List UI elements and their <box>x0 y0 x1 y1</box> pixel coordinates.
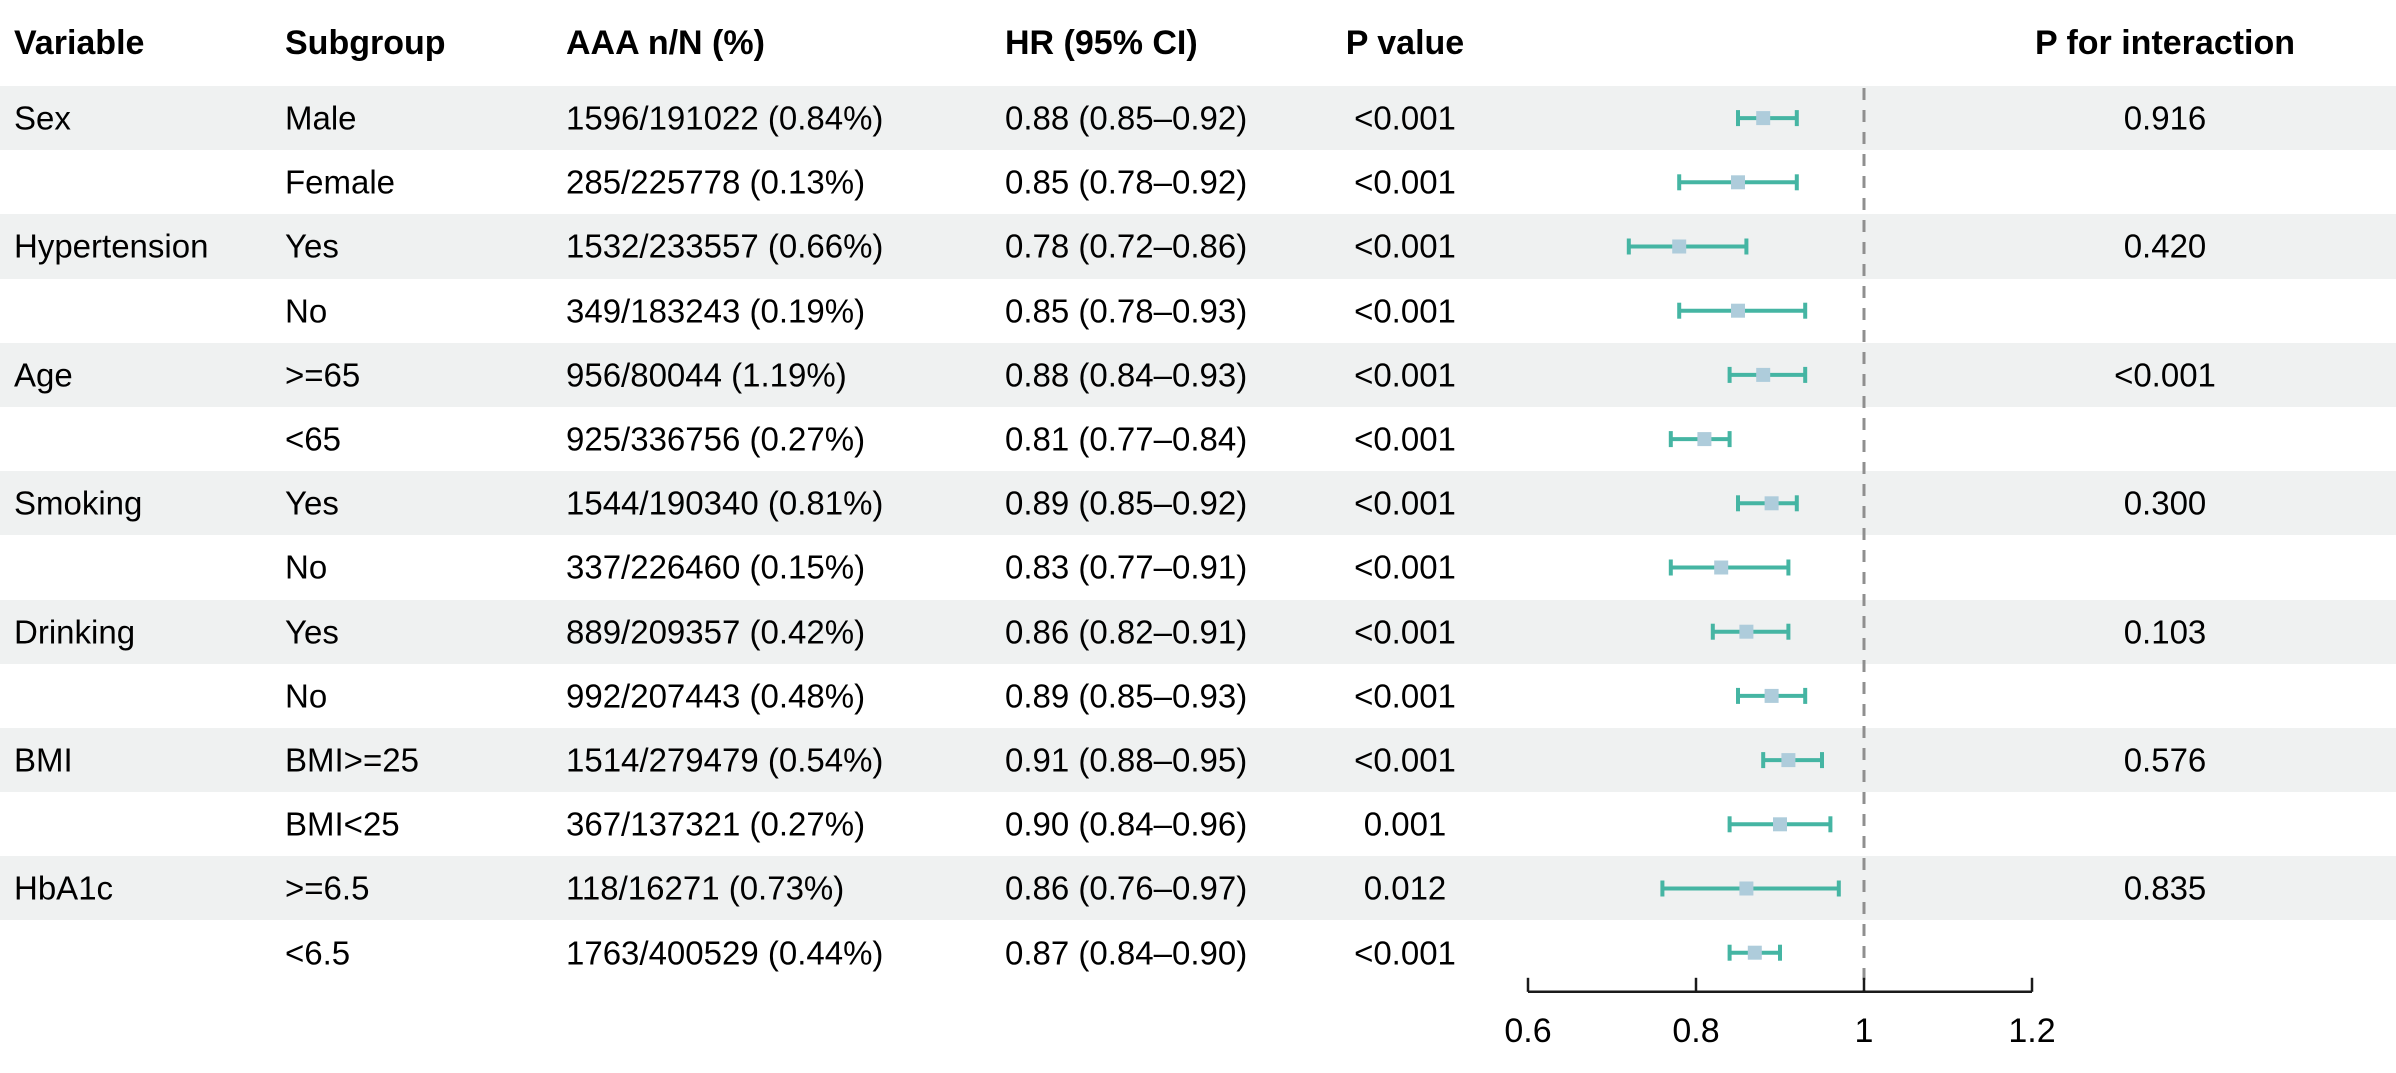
cell-aaa-n-n: 337/226460 (0.15%) <box>566 548 866 586</box>
table-row: No 992/207443 (0.48%) 0.89 (0.85–0.93) <0.0… <box>0 664 2396 728</box>
cell-p-value: <0.001 <box>1354 741 1456 779</box>
cell-aaa-n-n: 1514/279479 (0.54%) <box>566 741 884 779</box>
cell-p-value: <0.001 <box>1354 292 1456 330</box>
cell-hr-ci: 0.88 (0.84–0.93) <box>1005 356 1248 394</box>
cell-hr-ci: 0.83 (0.77–0.91) <box>1005 548 1248 586</box>
cell-p-value: <0.001 <box>1354 420 1456 458</box>
cell-aaa-n-n: 1596/191022 (0.84%) <box>566 99 884 137</box>
cell-aaa-n-n: 1763/400529 (0.44%) <box>566 934 884 972</box>
cell-aaa-n-n: 118/16271 (0.73%) <box>566 869 845 907</box>
cell-variable: Hypertension <box>14 227 209 265</box>
cell-hr-ci: 0.87 (0.84–0.90) <box>1005 934 1248 972</box>
axis-tick-label: 1.2 <box>2008 1012 2055 1050</box>
cell-subgroup: Female <box>285 163 396 201</box>
cell-aaa-n-n: 285/225778 (0.13%) <box>566 163 866 201</box>
table-row: HbA1c >=6.5 118/16271 (0.73%) 0.86 (0.76–0.… <box>0 856 2396 921</box>
cell-aaa-n-n: 925/336756 (0.27%) <box>566 420 866 458</box>
table-row: Drinking Yes 889/209357 (0.42%) 0.86 (0.82–… <box>0 599 2396 664</box>
cell-p-for-interaction: 0.300 <box>2123 484 2207 522</box>
cell-p-for-interaction: 0.835 <box>2123 869 2207 907</box>
cell-p-for-interaction: <0.001 <box>2114 356 2216 394</box>
cell-hr-ci: 0.85 (0.78–0.92) <box>1005 163 1248 201</box>
cell-p-for-interaction: 0.576 <box>2123 741 2207 779</box>
cell-subgroup: >=6.5 <box>285 869 370 907</box>
cell-p-value: <0.001 <box>1354 677 1456 715</box>
cell-subgroup: >=65 <box>285 356 361 394</box>
col-header-subgroup: Subgroup <box>285 24 446 62</box>
cell-aaa-n-n: 1544/190340 (0.81%) <box>566 484 884 522</box>
cell-hr-ci: 0.89 (0.85–0.92) <box>1005 484 1248 522</box>
cell-subgroup: BMI>=25 <box>285 741 419 779</box>
cell-subgroup: No <box>285 292 328 330</box>
cell-p-value: <0.001 <box>1354 227 1456 265</box>
cell-aaa-n-n: 1532/233557 (0.66%) <box>566 227 884 265</box>
col-header-aaa-n-n: AAA n/N (%) <box>566 24 765 62</box>
cell-aaa-n-n: 992/207443 (0.48%) <box>566 677 866 715</box>
cell-hr-ci: 0.81 (0.77–0.84) <box>1005 420 1248 458</box>
table-body: Sex Male 1596/191022 (0.84%) 0.88 (0.85–0.9… <box>0 86 2396 985</box>
cell-subgroup: Yes <box>285 227 339 265</box>
cell-aaa-n-n: 889/209357 (0.42%) <box>566 613 866 651</box>
col-header-p-for-interaction: P for interaction <box>2034 24 2296 62</box>
table-row: Female 285/225778 (0.13%) 0.85 (0.78–0.92)… <box>0 150 2396 214</box>
cell-aaa-n-n: 956/80044 (1.19%) <box>566 356 847 394</box>
axis-tick-label: 0.6 <box>1504 1012 1551 1050</box>
cell-hr-ci: 0.85 (0.78–0.93) <box>1005 292 1248 330</box>
cell-p-value: <0.001 <box>1354 356 1456 394</box>
cell-aaa-n-n: 367/137321 (0.27%) <box>566 805 866 843</box>
cell-subgroup: No <box>285 677 328 715</box>
cell-hr-ci: 0.89 (0.85–0.93) <box>1005 677 1248 715</box>
table-row: No 337/226460 (0.15%) 0.83 (0.77–0.91) <0.0… <box>0 535 2396 599</box>
cell-hr-ci: 0.90 (0.84–0.96) <box>1005 805 1248 843</box>
table-row: <65 925/336756 (0.27%) 0.81 (0.77–0.84) <0.… <box>0 407 2396 471</box>
cell-p-value: <0.001 <box>1354 99 1456 137</box>
table-row: Hypertension Yes 1532/233557 (0.66%) 0.78 (… <box>0 214 2396 279</box>
cell-p-value: <0.001 <box>1354 613 1456 651</box>
cell-aaa-n-n: 349/183243 (0.19%) <box>566 292 866 330</box>
cell-subgroup: <6.5 <box>285 934 351 972</box>
cell-variable: BMI <box>14 741 73 779</box>
cell-variable: Drinking <box>14 613 136 651</box>
cell-p-value: 0.001 <box>1363 805 1447 843</box>
cell-p-value: <0.001 <box>1354 934 1456 972</box>
cell-hr-ci: 0.86 (0.76–0.97) <box>1005 869 1248 907</box>
col-header-p-value: P value <box>1345 24 1465 62</box>
cell-hr-ci: 0.86 (0.82–0.91) <box>1005 613 1248 651</box>
cell-p-for-interaction: 0.420 <box>2123 227 2207 265</box>
col-header-hr-ci: HR (95% CI) <box>1005 24 1198 62</box>
axis-tick-label: 0.8 <box>1672 1012 1719 1050</box>
cell-p-for-interaction: 0.103 <box>2123 613 2207 651</box>
cell-hr-ci: 0.88 (0.85–0.92) <box>1005 99 1248 137</box>
table-row: BMI<25 367/137321 (0.27%) 0.90 (0.84–0.96)… <box>0 792 2396 856</box>
table-header: Variable Subgroup AAA n/N (%) HR (95% CI… <box>0 0 2396 86</box>
table-row: BMI BMI>=25 1514/279479 (0.54%) 0.91 (0.88–… <box>0 727 2396 793</box>
cell-p-value: <0.001 <box>1354 484 1456 522</box>
cell-hr-ci: 0.78 (0.72–0.86) <box>1005 227 1248 265</box>
cell-variable: Smoking <box>14 484 143 522</box>
cell-p-value: <0.001 <box>1354 548 1456 586</box>
table-row: Age >=65 956/80044 (1.19%) 0.88 (0.84–0.93)… <box>0 342 2396 407</box>
cell-p-value: <0.001 <box>1354 163 1456 201</box>
cell-p-value: 0.012 <box>1363 869 1447 907</box>
cell-subgroup: <65 <box>285 420 341 458</box>
cell-subgroup: Male <box>285 99 357 137</box>
table-row: Smoking Yes 1544/190340 (0.81%) 0.89 (0.85–… <box>0 471 2396 536</box>
cell-subgroup: Yes <box>285 484 339 522</box>
axis-tick-label: 1 <box>1855 1012 1874 1050</box>
cell-subgroup: No <box>285 548 328 586</box>
cell-variable: HbA1c <box>14 869 114 907</box>
cell-variable: Sex <box>14 99 71 137</box>
col-header-variable: Variable <box>14 24 145 62</box>
cell-variable: Age <box>14 356 73 394</box>
cell-hr-ci: 0.91 (0.88–0.95) <box>1005 741 1248 779</box>
table-row: No 349/183243 (0.19%) 0.85 (0.78–0.93) <0.0… <box>0 279 2396 343</box>
table-row: Sex Male 1596/191022 (0.84%) 0.88 (0.85–0.9… <box>0 86 2396 151</box>
table-row: <6.5 1763/400529 (0.44%) 0.87 (0.84–0.90) <… <box>0 920 2396 984</box>
cell-subgroup: Yes <box>285 613 339 651</box>
cell-p-for-interaction: 0.916 <box>2123 99 2207 137</box>
cell-subgroup: BMI<25 <box>285 805 400 843</box>
